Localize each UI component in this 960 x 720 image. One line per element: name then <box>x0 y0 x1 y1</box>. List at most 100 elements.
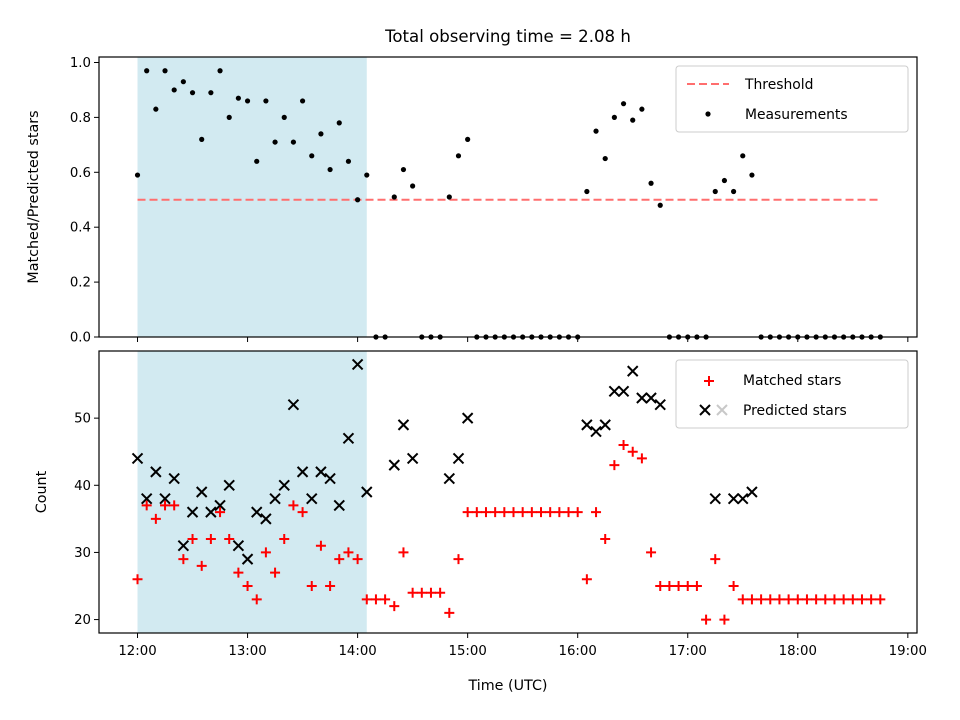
matched-star-point <box>756 594 767 605</box>
matched-star-point <box>444 607 455 618</box>
matched-star-point <box>792 594 803 605</box>
measurement-point <box>639 106 645 112</box>
measurement-point <box>740 153 746 159</box>
matched-star-point <box>480 507 491 518</box>
matched-star-point <box>187 534 198 544</box>
matched-star-point <box>297 507 308 518</box>
matched-star-point <box>435 587 446 598</box>
bottom-x-ticks: 12:00 13:00 14:00 15:00 16:00 17:00 18:00 19:00 <box>118 633 927 659</box>
predicted-star-point <box>581 419 593 431</box>
predicted-star-point <box>351 358 364 371</box>
predicted-star-point <box>186 506 199 518</box>
legend-threshold-label: Threshold <box>744 77 813 93</box>
measurement-point <box>208 90 214 96</box>
predicted-star-point <box>205 506 217 518</box>
predicted-star-point <box>306 493 318 505</box>
predicted-star-point <box>177 540 190 552</box>
matched-star-point <box>765 594 776 605</box>
measurement-point <box>410 183 416 189</box>
predicted-star-point <box>406 452 419 465</box>
predicted-star-point <box>315 466 327 478</box>
predicted-star-point <box>388 459 400 471</box>
matched-star-point <box>655 581 666 591</box>
measurement-point <box>749 172 755 178</box>
top-panel: 0.0 0.2 0.4 0.6 0.8 1.0 Total observing time … <box>26 27 918 346</box>
measurement-point <box>391 194 397 200</box>
matched-star-point <box>370 594 381 605</box>
bottom-shaded-span <box>137 351 367 633</box>
measurement-point <box>180 79 186 85</box>
matched-star-point <box>169 500 180 511</box>
y-tick-label: 20 <box>74 613 91 628</box>
y-tick-label: 30 <box>74 546 91 561</box>
matched-star-point <box>380 594 391 605</box>
x-tick-label: 19:00 <box>889 644 927 659</box>
matched-star-point <box>160 500 171 511</box>
matched-star-point <box>682 581 693 591</box>
matched-star-point <box>618 440 629 450</box>
matched-star-point <box>398 547 409 558</box>
matched-star-point <box>829 594 840 605</box>
predicted-star-point <box>452 452 465 465</box>
matched-star-point <box>728 581 739 591</box>
matched-star-point <box>737 594 748 605</box>
matched-star-point <box>875 594 886 605</box>
matched-star-point <box>233 567 244 578</box>
measurement-points <box>134 68 883 340</box>
matched-star-point <box>361 594 372 605</box>
measurement-point <box>364 172 370 178</box>
measurement-point <box>355 197 361 203</box>
matched-star-point <box>150 513 161 524</box>
measurement-point <box>611 114 617 120</box>
matched-star-point <box>224 534 235 544</box>
predicted-star-point <box>333 499 345 512</box>
matched-star-point <box>554 507 565 518</box>
measurement-point <box>272 139 278 145</box>
measurement-point <box>730 188 737 195</box>
predicted-star-point <box>397 419 410 431</box>
matched-star-point <box>673 581 684 591</box>
matched-star-point <box>270 567 281 578</box>
x-tick-label: 16:00 <box>559 644 597 659</box>
y-tick-label: 0.8 <box>70 111 91 126</box>
matched-star-point <box>636 453 647 464</box>
legend-matched-swatch <box>704 376 714 386</box>
x-tick-label: 18:00 <box>779 644 817 659</box>
top-axes-frame <box>98 56 918 338</box>
predicted-star-point <box>737 493 749 505</box>
measurement-point <box>309 153 315 159</box>
measurement-point <box>254 158 260 164</box>
matched-star-point <box>563 507 574 518</box>
matched-star-point <box>215 507 226 518</box>
measurement-point <box>318 131 324 137</box>
measurement-point <box>189 90 196 96</box>
matched-star-point <box>664 581 675 591</box>
matched-star-point <box>838 594 849 605</box>
matched-star-point <box>820 594 831 605</box>
y-tick-label: 0.6 <box>70 166 91 181</box>
matched-star-point <box>260 547 271 558</box>
measurement-point <box>584 188 590 195</box>
predicted-star-point <box>296 466 309 478</box>
matched-star-point <box>545 507 556 518</box>
predicted-star-point <box>324 472 336 485</box>
top-shaded-span <box>137 57 367 337</box>
x-tick-label: 17:00 <box>669 644 707 659</box>
measurement-point <box>602 155 608 162</box>
x-tick-label: 14:00 <box>338 644 376 659</box>
matched-star-point <box>196 560 207 571</box>
matched-star-point <box>343 547 354 558</box>
bottom-legend-frame <box>675 359 909 429</box>
matched-star-point <box>783 594 794 605</box>
predicted-star-point <box>645 392 657 404</box>
matched-star-point <box>471 507 482 518</box>
predicted-star-point <box>746 486 758 498</box>
measurement-point <box>345 158 352 164</box>
predicted-star-point <box>241 553 254 565</box>
matched-star-point <box>572 507 583 518</box>
predicted-star-point <box>361 486 373 498</box>
predicted-star-point <box>223 479 235 491</box>
predicted-star-point <box>709 493 721 505</box>
matched-star-point <box>746 594 757 605</box>
